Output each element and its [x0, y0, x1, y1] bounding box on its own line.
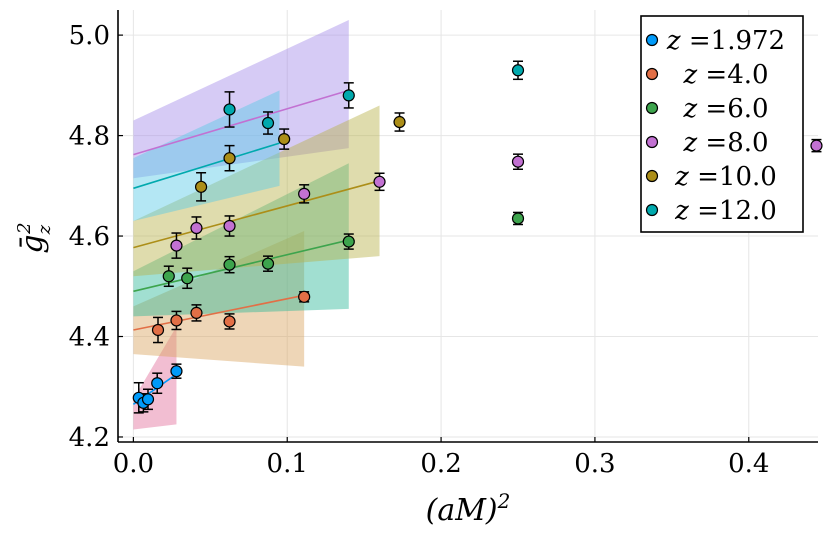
y-tick-label: 4.8 — [69, 122, 110, 152]
legend-marker — [645, 101, 659, 115]
data-point — [223, 315, 236, 328]
legend-label: z =12.0 — [674, 196, 777, 226]
x-tick-label: 0.4 — [728, 449, 769, 479]
data-point — [151, 377, 164, 390]
data-point — [810, 139, 823, 152]
data-points — [132, 64, 823, 409]
data-point — [261, 116, 275, 130]
data-point — [511, 155, 525, 168]
y-tick-label: 4.6 — [69, 222, 110, 252]
fit-line — [133, 89, 349, 156]
data-point — [151, 323, 165, 337]
legend-label: z =6.0 — [682, 94, 768, 124]
data-point — [170, 239, 183, 252]
legend: z =1.972 z =4.0 z =6.0 z =8.0 z =10.0 z =12.0 — [640, 15, 804, 233]
data-point — [278, 132, 291, 146]
legend-marker — [645, 135, 659, 149]
x-tick-label: 0.1 — [267, 449, 308, 479]
y-tick-label: 4.2 — [69, 423, 110, 453]
data-point — [170, 314, 183, 327]
data-point — [511, 212, 525, 225]
data-point — [298, 290, 311, 303]
legend-marker — [645, 33, 659, 47]
axes — [117, 10, 818, 443]
legend-marker — [645, 67, 659, 81]
legend-marker — [645, 169, 659, 183]
data-point — [373, 175, 386, 188]
y-axis-label: ḡz2 — [14, 222, 55, 253]
data-point — [298, 187, 311, 200]
data-point — [223, 103, 236, 116]
data-point — [181, 272, 194, 285]
data-point — [170, 365, 183, 378]
legend-label: z =8.0 — [682, 128, 768, 158]
data-point — [223, 258, 236, 271]
legend-marker — [645, 203, 659, 217]
fit-line — [133, 294, 305, 331]
data-point — [190, 221, 203, 235]
data-point — [261, 257, 275, 270]
legend-label: z =4.0 — [682, 60, 768, 90]
data-point — [141, 393, 155, 406]
data-point — [393, 115, 406, 129]
fit-line — [133, 142, 280, 190]
data-point — [511, 64, 525, 77]
data-point — [223, 219, 236, 233]
confidence-band — [133, 90, 280, 221]
x-tick-label: 0.2 — [420, 449, 461, 479]
x-axis-label: (aM)2 — [426, 489, 511, 528]
legend-label: z =10.0 — [674, 162, 777, 192]
data-point — [342, 235, 355, 248]
x-tick-label: 0.0 — [113, 449, 154, 479]
data-point — [162, 270, 175, 283]
data-point — [190, 306, 203, 320]
y-tick-label: 4.4 — [69, 323, 110, 353]
legend-label: z =1.972 — [666, 26, 785, 56]
y-tick-label: 5.0 — [69, 21, 110, 51]
x-tick-label: 0.3 — [574, 449, 615, 479]
data-point — [223, 152, 236, 165]
legend-box — [640, 15, 804, 233]
fit-line — [133, 180, 380, 249]
data-point — [342, 89, 355, 102]
confidence-band — [133, 231, 305, 367]
data-point — [194, 180, 208, 193]
tick-labels: 0.0 0.1 0.2 0.3 0.4 4.2 4.4 4.6 4.8 5.0 — [69, 21, 770, 479]
